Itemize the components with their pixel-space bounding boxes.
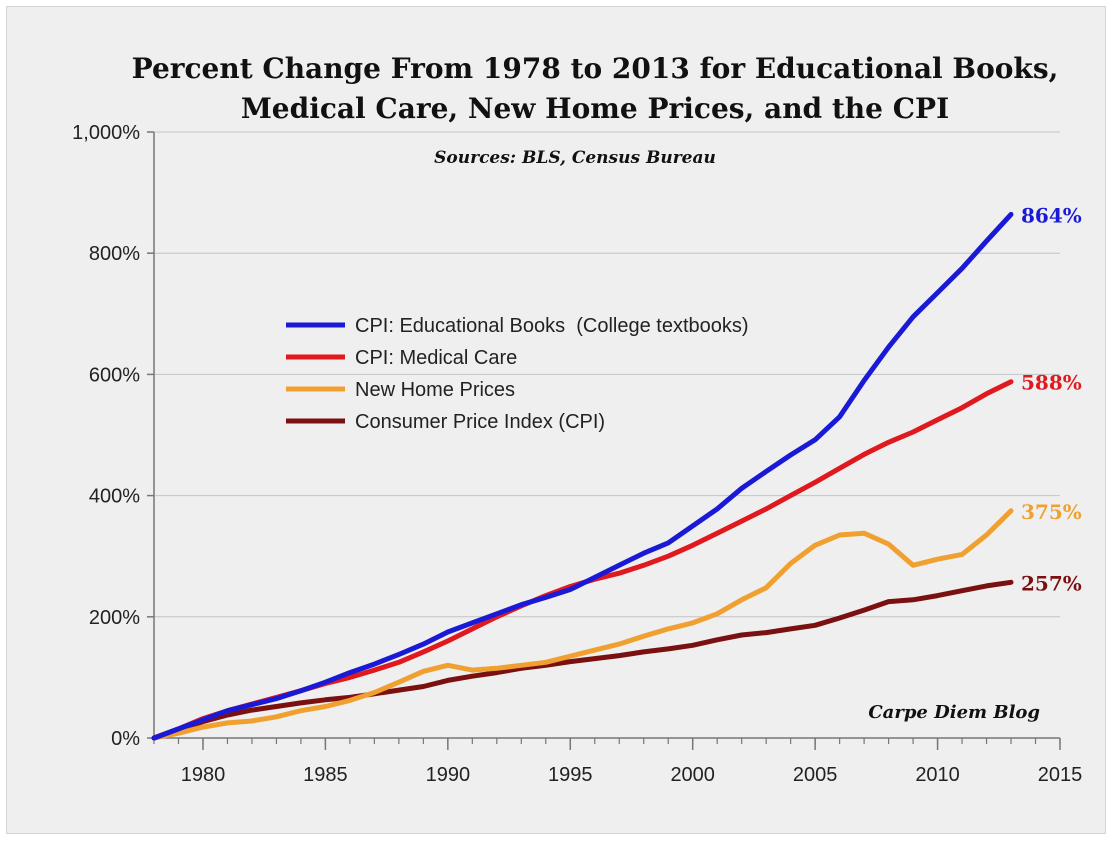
chart-frame	[6, 6, 1106, 834]
legend-label: New Home Prices	[355, 379, 515, 401]
axes	[153, 132, 1060, 739]
grid-lines	[154, 131, 1060, 618]
series-line-2	[151, 508, 1014, 741]
legend-label: Consumer Price Index (CPI)	[355, 411, 605, 433]
x-tick-label: 1995	[548, 764, 593, 786]
end-label-2: 375%	[1021, 500, 1082, 524]
legend: CPI: Educational Books (College textbook…	[286, 315, 749, 433]
x-tick-label: 2010	[915, 764, 960, 786]
chart-title-line-2: Medical Care, New Home Prices, and the C…	[241, 92, 949, 125]
series-lines	[151, 211, 1014, 741]
x-tick-label: 1990	[426, 764, 471, 786]
end-label-0: 864%	[1021, 203, 1082, 227]
chart-title-line-1: Percent Change From 1978 to 2013 for Edu…	[132, 52, 1059, 85]
y-tick-label: 1,000%	[72, 122, 140, 144]
y-axis-ticks: 0% 200% 400% 600% 800% 1,000%	[72, 122, 154, 750]
x-tick-label: 2005	[793, 764, 838, 786]
y-tick-label: 400%	[89, 486, 140, 508]
series-line-0	[151, 211, 1014, 741]
y-tick-label: 800%	[89, 243, 140, 265]
x-tick-label: 2000	[670, 764, 715, 786]
y-tick-label: 600%	[89, 364, 140, 386]
x-tick-label: 1980	[181, 764, 226, 786]
x-tick-label: 1985	[303, 764, 348, 786]
chart-subtitle: Sources: BLS, Census Bureau	[434, 148, 716, 168]
y-tick-label: 0%	[111, 728, 140, 750]
series-end-labels: 864% 588% 375% 257%	[1021, 203, 1082, 595]
x-axis-ticks: 1980 1985 1990 1995 2000 2005 2010 2015	[153, 738, 1083, 786]
x-tick-label: 2015	[1038, 764, 1083, 786]
series-line-3	[151, 579, 1014, 741]
legend-label: CPI: Medical Care	[355, 347, 517, 369]
legend-label: CPI: Educational Books (College textbook…	[355, 315, 749, 337]
y-tick-label: 200%	[89, 607, 140, 629]
end-label-1: 588%	[1021, 371, 1082, 395]
end-label-3: 257%	[1021, 571, 1082, 595]
chart-credit: Carpe Diem Blog	[868, 702, 1040, 723]
series-line-1	[151, 379, 1014, 741]
